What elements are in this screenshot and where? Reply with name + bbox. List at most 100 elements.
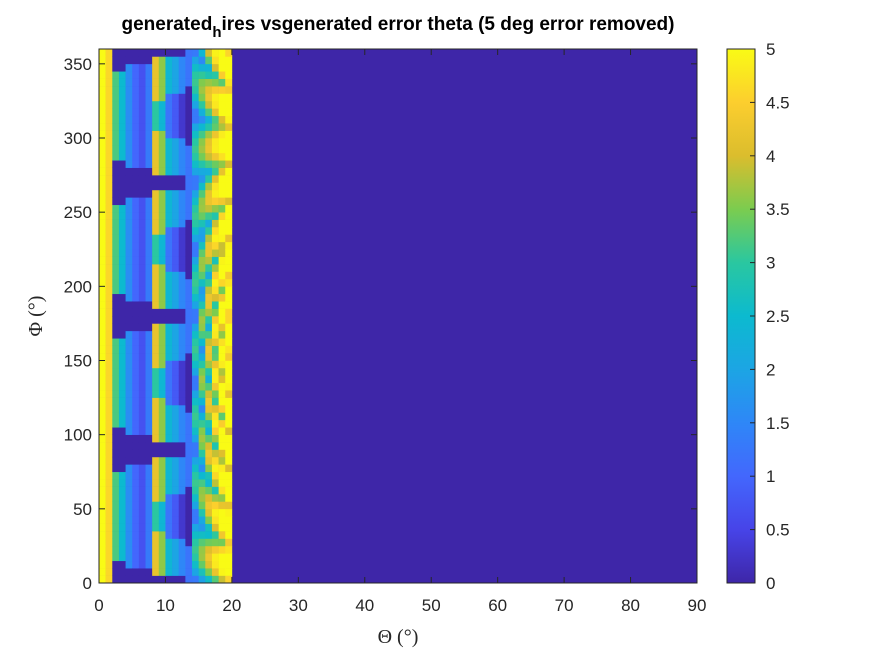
heatmap-cell	[178, 323, 186, 332]
heatmap-cell	[178, 212, 186, 220]
heatmap-cell	[205, 86, 213, 94]
heatmap-cell	[185, 494, 193, 502]
heatmap-cell	[198, 301, 206, 309]
heatmap-cell	[152, 278, 160, 287]
heatmap-cell	[178, 271, 186, 280]
heatmap-cell	[185, 397, 193, 406]
heatmap-cell	[105, 427, 113, 435]
heatmap-cell	[125, 212, 133, 220]
heatmap-cell	[99, 456, 106, 465]
heatmap-cell	[99, 449, 106, 458]
heatmap-cell	[165, 130, 173, 139]
heatmap-cell	[172, 434, 180, 443]
heatmap-cell	[138, 271, 146, 280]
heatmap-cell	[118, 316, 126, 324]
heatmap-cell	[185, 271, 193, 280]
heatmap-cell	[152, 234, 160, 243]
heatmap-cell	[205, 167, 213, 176]
heatmap-cell	[225, 278, 233, 287]
y-axis-label: Φ (°)	[25, 296, 47, 337]
heatmap-cell	[99, 427, 106, 435]
heatmap-cell	[125, 56, 133, 65]
heatmap-cell	[211, 427, 219, 435]
heatmap-cell	[99, 100, 106, 109]
heatmap-cell	[152, 575, 160, 584]
heatmap-cell	[185, 382, 193, 391]
heatmap-cell	[225, 93, 233, 102]
heatmap-cell	[165, 367, 173, 376]
heatmap-cell	[125, 130, 133, 139]
heatmap-cell	[105, 78, 113, 87]
colorbar-tick-label: 2.5	[766, 307, 790, 326]
heatmap-cell	[165, 182, 173, 191]
heatmap-cell	[165, 442, 173, 450]
heatmap-cell	[132, 338, 140, 346]
heatmap-cell	[132, 494, 140, 502]
heatmap-cell	[205, 531, 213, 539]
heatmap-cell	[99, 286, 106, 295]
heatmap-cell	[172, 316, 180, 324]
heatmap-cell	[99, 204, 106, 213]
heatmap-cell	[138, 241, 146, 250]
x-tick-label: 50	[422, 596, 441, 615]
heatmap-cell	[125, 538, 133, 547]
heatmap-cell	[105, 501, 113, 510]
heatmap-cell	[138, 330, 146, 339]
heatmap-cell	[218, 531, 226, 539]
heatmap-cell	[211, 545, 219, 554]
heatmap-cell	[152, 160, 160, 168]
heatmap-cell	[218, 86, 226, 94]
heatmap-cell	[198, 419, 206, 428]
heatmap-cell	[218, 471, 226, 480]
heatmap-cell	[112, 353, 120, 361]
heatmap-cell	[198, 397, 206, 406]
heatmap-cell	[145, 323, 153, 332]
heatmap-cell	[118, 553, 126, 562]
heatmap-cell	[105, 442, 113, 450]
heatmap-cell	[112, 316, 120, 324]
heatmap-cell	[112, 553, 120, 562]
heatmap-cell	[158, 108, 166, 117]
heatmap-cell	[211, 49, 219, 57]
heatmap-cell	[112, 442, 120, 450]
heatmap-cell	[172, 449, 180, 458]
colorbar-tick-label: 3.5	[766, 200, 790, 219]
heatmap-cell	[132, 123, 140, 131]
heatmap-cell	[185, 553, 193, 562]
heatmap-cell	[198, 278, 206, 287]
heatmap-cell	[178, 508, 186, 517]
heatmap-cell	[132, 308, 140, 317]
heatmap-cell	[99, 501, 106, 510]
heatmap-cell	[152, 501, 160, 510]
heatmap-cell	[218, 330, 226, 339]
heatmap-cell	[192, 93, 199, 102]
heatmap-cell	[205, 575, 213, 584]
heatmap-cell	[218, 464, 226, 473]
heatmap-cell	[192, 56, 199, 65]
heatmap-cell	[178, 456, 186, 465]
y-tick-label: 250	[64, 203, 92, 222]
heatmap-cell	[112, 486, 120, 495]
heatmap-cell	[99, 538, 106, 547]
heatmap-cell	[205, 345, 213, 354]
heatmap-cell	[198, 523, 206, 532]
heatmap-cell	[185, 456, 193, 465]
heatmap-cell	[158, 330, 166, 339]
heatmap-cell	[198, 167, 206, 176]
heatmap-cell	[158, 345, 166, 354]
heatmap-cell	[132, 78, 140, 87]
heatmap-cell	[118, 271, 126, 280]
heatmap-cell	[218, 78, 226, 87]
heatmap-cell	[132, 345, 140, 354]
heatmap-cell	[225, 308, 233, 317]
heatmap-cell	[225, 419, 233, 428]
heatmap-cell	[211, 553, 219, 562]
heatmap-cell	[105, 197, 113, 206]
heatmap-cell	[138, 308, 146, 317]
heatmap-cell	[152, 538, 160, 547]
heatmap-cell	[112, 568, 120, 576]
heatmap-cell	[185, 189, 193, 198]
heatmap-cell	[185, 249, 193, 257]
heatmap-cell	[152, 227, 160, 235]
heatmap-cell	[218, 182, 226, 191]
